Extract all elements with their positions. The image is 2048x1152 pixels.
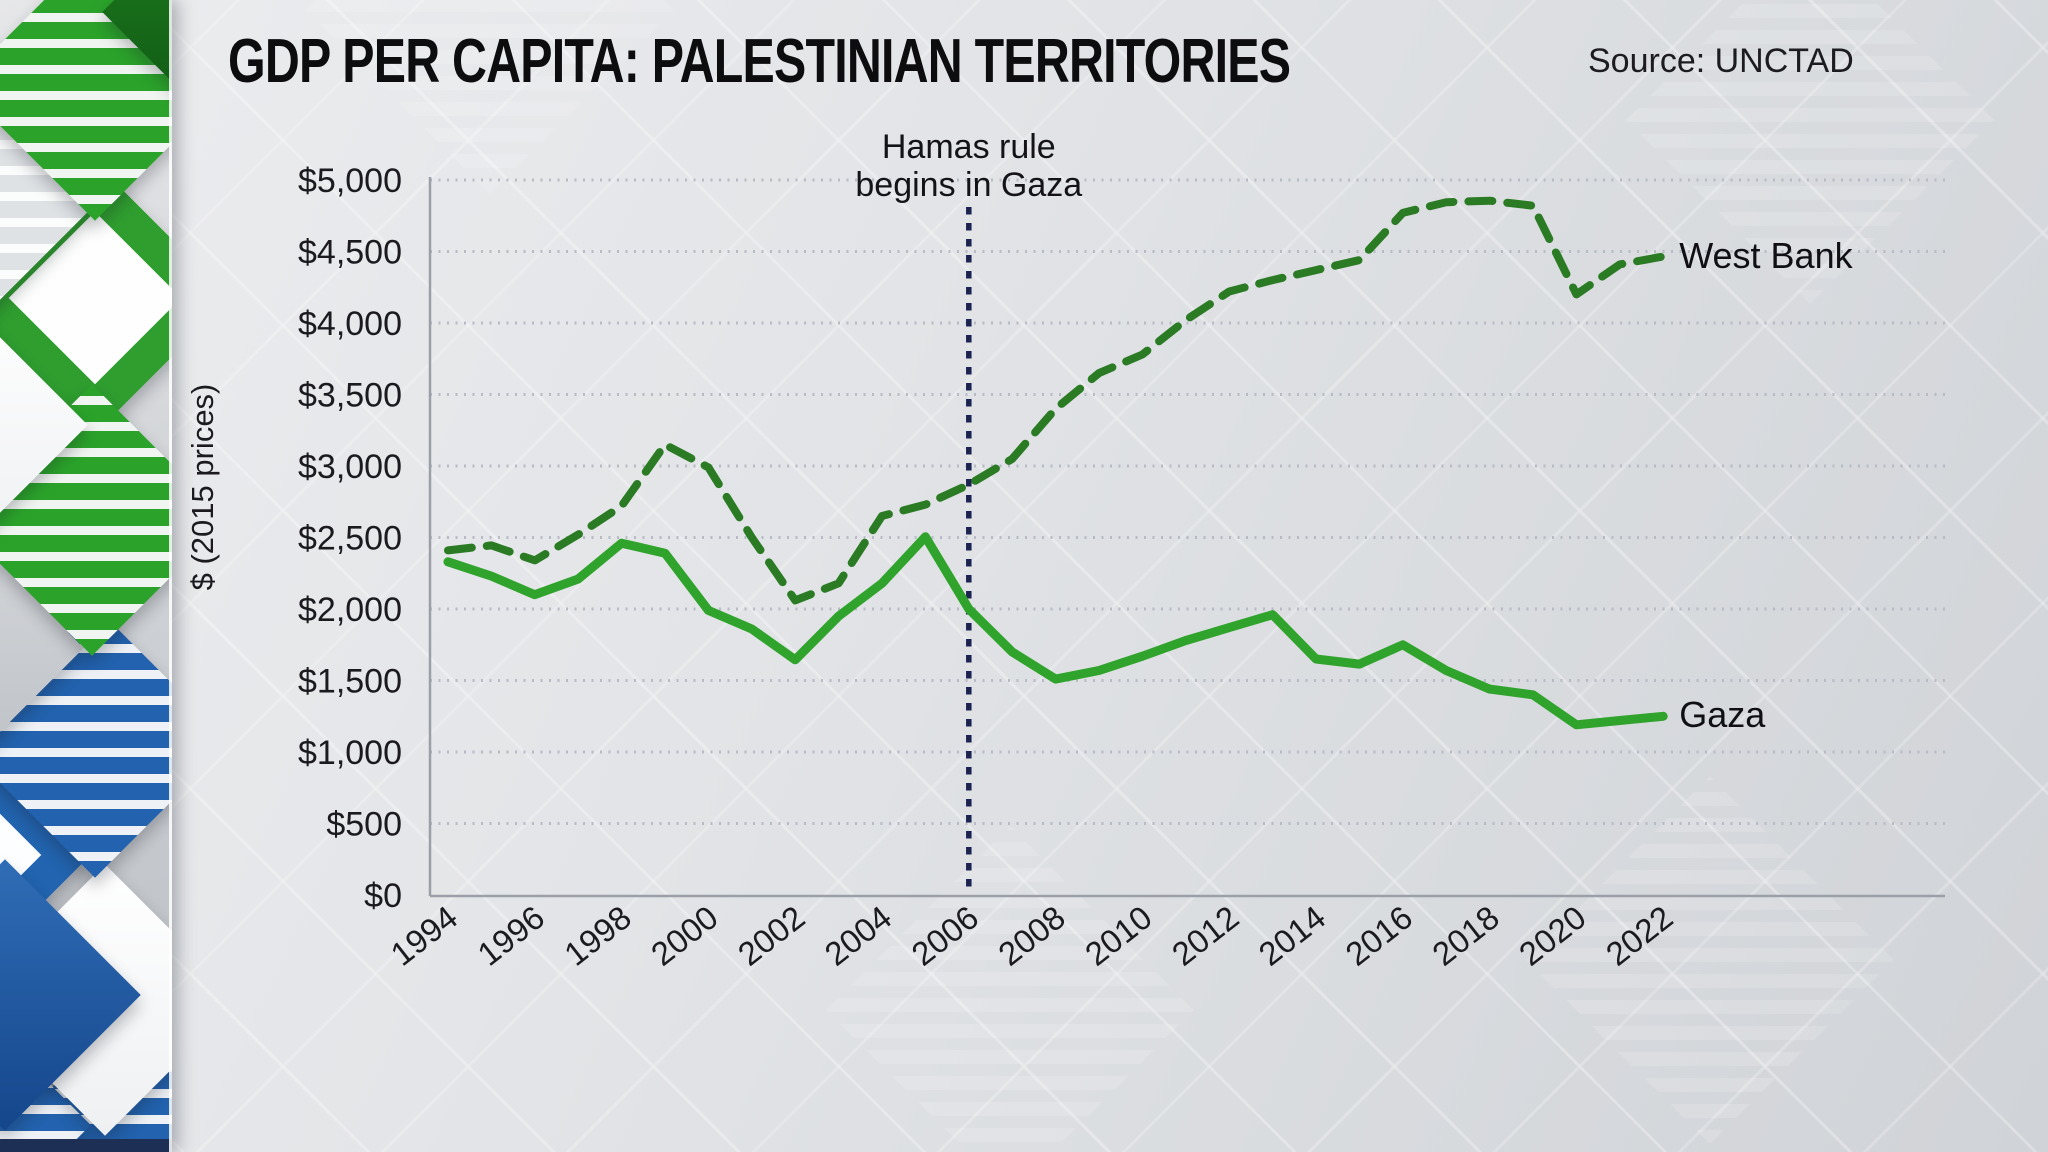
west-bank-line [444, 196, 1668, 605]
y-tick-label: $0 [364, 877, 402, 915]
decor-diamond-band [0, 0, 172, 1152]
annotation-line1: Hamas rule [881, 128, 1056, 166]
x-axis-labels: 1994 1996 1998 2000 2002 2004 2006 2008 2010 2012… [384, 898, 1680, 972]
axes [428, 177, 1945, 898]
series-label-west-bank: West Bank [1679, 234, 1853, 276]
y-tick-label: $2,000 [298, 591, 402, 629]
x-tick-label: 2006 [904, 898, 985, 972]
page-title: GDP PER CAPITA: PALESTINIAN TERRITORIES [228, 27, 1291, 96]
x-tick-label: 2002 [731, 898, 812, 972]
y-tick-label: $4,500 [298, 234, 402, 272]
x-tick-label: 2000 [644, 898, 725, 972]
annotation-line2: begins in Gaza [855, 166, 1083, 204]
x-tick-label: 2014 [1252, 898, 1333, 972]
y-tick-label: $4,000 [298, 305, 402, 343]
y-tick-label: $1,500 [298, 663, 402, 701]
x-tick-label: 2010 [1078, 898, 1159, 972]
source-label: Source: UNCTAD [1588, 42, 1854, 80]
series-label-gaza: Gaza [1679, 694, 1766, 736]
x-tick-label: 2022 [1599, 898, 1680, 972]
x-tick-label: 2004 [818, 898, 899, 972]
y-axis-title: $ (2015 prices) [185, 383, 220, 591]
gridlines [430, 178, 1945, 825]
y-tick-label: $3,000 [298, 448, 402, 486]
y-tick-label: $3,500 [298, 377, 402, 415]
gaza-line [443, 532, 1668, 730]
y-tick-label: $5,000 [298, 162, 402, 200]
x-tick-label: 2020 [1512, 898, 1593, 972]
y-tick-label: $2,500 [298, 520, 402, 558]
decor-navy-strip [0, 1139, 172, 1152]
x-tick-label: 2012 [1165, 898, 1246, 972]
x-tick-label: 1996 [470, 898, 551, 972]
y-axis-labels: $0 $500 $1,000 $1,500 $2,000 $2,500 $3,000 $3,5… [298, 162, 402, 915]
x-tick-label: 2008 [991, 898, 1072, 972]
annotation-hamas-rule: Hamas rule begins in Gaza [749, 128, 1189, 204]
y-tick-label: $500 [326, 806, 402, 844]
x-tick-label: 1998 [557, 898, 638, 972]
x-tick-label: 2016 [1338, 898, 1419, 972]
x-tick-label: 2018 [1425, 898, 1506, 972]
y-tick-label: $1,000 [298, 734, 402, 772]
